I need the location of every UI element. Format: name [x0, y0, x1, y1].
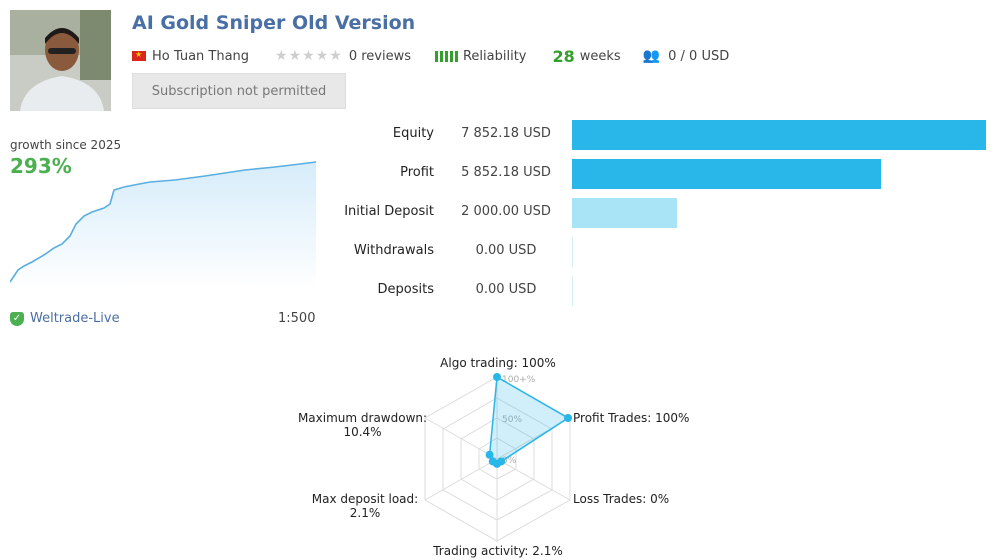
- subscription-button[interactable]: Subscription not permitted: [132, 73, 346, 109]
- stat-label-deposits: Deposits: [377, 282, 434, 297]
- growth-area: [10, 162, 316, 290]
- radar-point-drawdown: [485, 450, 494, 459]
- broker-name[interactable]: Weltrade-Live: [30, 311, 120, 326]
- rating-stars-icon: ★★★★★: [275, 48, 343, 64]
- author-name[interactable]: Ho Tuan Thang: [152, 48, 250, 64]
- stat-bar-equity: [572, 120, 986, 150]
- radar-label-loss: Loss Trades: 0%: [573, 492, 670, 506]
- stat-value-withdrawals: 0.00 USD: [475, 243, 537, 258]
- weeks-label: weeks: [579, 48, 621, 64]
- radar-label-drawdown-value: 10.4%: [343, 425, 382, 439]
- growth-value: 293%: [10, 154, 72, 178]
- reliability-label: Reliability: [462, 48, 527, 64]
- growth-line: [10, 161, 316, 283]
- verified-shield-icon: ✓: [10, 311, 24, 326]
- radar-label-load: Max deposit load: 2.1%: [300, 492, 430, 520]
- growth-label: growth since 2025: [10, 138, 122, 152]
- stat-value-equity: 7 852.18 USD: [461, 126, 551, 141]
- vietnam-flag-icon: [132, 50, 146, 61]
- author-avatar[interactable]: [10, 10, 111, 111]
- stat-bar-deposits: [572, 276, 573, 306]
- radar-label-load-value: 2.1%: [349, 506, 381, 520]
- stat-label-profit: Profit: [400, 165, 434, 180]
- radar-label-algo: Algo trading: 100%: [440, 356, 556, 370]
- radar-values-area: [488, 375, 570, 465]
- radar-point-algo: [493, 373, 501, 381]
- growth-chart: [10, 161, 316, 290]
- reliability-bars-icon: [434, 50, 458, 62]
- signal-meta-row: Ho Tuan Thang ★★★★★ 0 reviews Reliabilit…: [132, 46, 729, 66]
- stat-bar-profit: [572, 159, 881, 189]
- radar-label-profit: Profit Trades: 100%: [573, 411, 690, 425]
- radar-label-load-title: Max deposit load:: [311, 492, 419, 506]
- radar-tick-50: 50%: [502, 415, 522, 425]
- radar-tick-100: 100+%: [502, 375, 536, 385]
- stat-bar-withdrawals: [572, 237, 573, 267]
- leverage-value: 1:500: [278, 311, 316, 326]
- broker-link[interactable]: ✓ Weltrade-Live: [10, 311, 120, 326]
- radar-point-load: [488, 457, 497, 466]
- radar-label-activity: Trading activity: 2.1%: [433, 544, 563, 558]
- stat-label-withdrawals: Withdrawals: [353, 243, 434, 258]
- stat-bar-initial-deposit: [572, 198, 678, 228]
- stat-label-initial-deposit: Initial Deposit: [344, 204, 434, 219]
- stat-value-deposits: 0.00 USD: [475, 282, 537, 297]
- signal-title[interactable]: AI Gold Sniper Old Version: [132, 12, 416, 34]
- radar-label-drawdown-title: Maximum drawdown:: [297, 411, 428, 425]
- stat-label-equity: Equity: [392, 126, 434, 141]
- subscribers-value: 0 / 0 USD: [668, 48, 730, 64]
- weeks-count: 28: [552, 46, 575, 66]
- radar-point-profit: [564, 414, 573, 422]
- stat-value-profit: 5 852.18 USD: [461, 165, 551, 180]
- stat-value-initial-deposit: 2 000.00 USD: [461, 204, 551, 219]
- radar-label-drawdown: Maximum drawdown: 10.4%: [290, 411, 435, 439]
- subscribers-icon: 👥: [642, 48, 661, 64]
- radar-tick-0: 0%: [502, 456, 517, 466]
- reviews-count[interactable]: 0 reviews: [348, 48, 411, 64]
